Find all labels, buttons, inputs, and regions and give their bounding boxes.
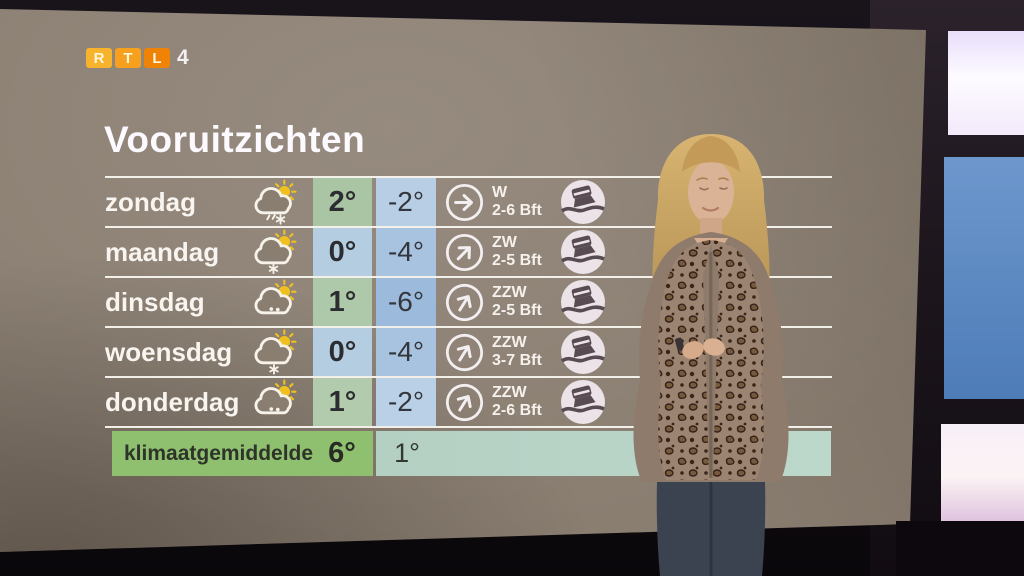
- day-label: dinsdag: [105, 286, 205, 317]
- min-temp: -2°: [376, 378, 436, 426]
- max-temp: 0°: [313, 228, 372, 276]
- wind-direction: ZZW: [492, 334, 527, 351]
- weather-presenter: [633, 134, 789, 576]
- studio-floor: [896, 521, 1024, 576]
- wind-force: 2-6 Bft: [492, 202, 542, 219]
- max-temp: 0°: [313, 328, 372, 376]
- forecast-table: zondag 2° -2° W 2-6 Bft maandag 0° -4: [105, 176, 832, 428]
- set-panel-blue: [944, 157, 1024, 399]
- set-panel-white-bottom: [941, 424, 1024, 521]
- day-label: donderdag: [105, 386, 240, 417]
- wind-direction: W: [492, 184, 508, 201]
- presenter-figure: [633, 134, 789, 576]
- table-row: maandag 0° -4° ZW 2-5 Bft: [105, 226, 832, 278]
- weather-icon-partly-cloudy: [245, 278, 303, 326]
- climate-average-min-temp: 1°: [394, 438, 420, 468]
- wind-force: 2-5 Bft: [492, 252, 542, 269]
- table-row: woensdag 0° -4° ZZW 3-7 Bft: [105, 326, 832, 378]
- page-title: Vooruitzichten: [104, 119, 366, 160]
- wind-direction-icon: [438, 226, 491, 278]
- min-temp: -2°: [376, 178, 436, 226]
- max-temp: 2°: [313, 178, 372, 226]
- table-row: zondag 2° -2° W 2-6 Bft: [105, 178, 832, 228]
- wind-direction-icon: [444, 182, 485, 223]
- min-temp: -4°: [376, 328, 436, 376]
- climate-average-max-temp: 6°: [328, 437, 356, 469]
- wind-direction: ZZW: [492, 284, 527, 301]
- set-panel-white-top: [948, 31, 1024, 135]
- wind-direction: ZW: [492, 234, 517, 251]
- day-label: woensdag: [105, 336, 233, 367]
- max-temp: 1°: [313, 278, 372, 326]
- wind-direction: ZZW: [492, 384, 527, 401]
- wind-force: 2-6 Bft: [492, 402, 542, 419]
- rtl-logo-letter: R: [86, 48, 112, 68]
- climate-average-label: klimaatgemiddelde: [124, 441, 314, 465]
- weather-icon-wintry-shower: [245, 178, 303, 226]
- weather-icon-snow-shower: [245, 328, 303, 376]
- table-row: dinsdag 1° -6° ZZW 2-5 Bft: [105, 276, 832, 328]
- day-label: zondag: [105, 186, 196, 217]
- rtl-logo-letter: T: [115, 48, 141, 68]
- wind-force: 2-5 Bft: [492, 302, 542, 319]
- rtl4-logo: R T L 4: [86, 46, 189, 70]
- wind-direction-icon: [439, 276, 490, 328]
- rtl-logo-letter: L: [144, 48, 170, 68]
- table-row: donderdag 1° -2° ZZW 2-6 Bft: [105, 376, 832, 428]
- wind-force: 3-7 Bft: [492, 352, 542, 369]
- weather-icon-snow-shower: [245, 228, 303, 276]
- wind-direction-icon: [439, 376, 490, 428]
- wind-direction-icon: [439, 326, 490, 378]
- rtl-logo-number: 4: [177, 46, 189, 69]
- min-temp: -4°: [376, 228, 436, 276]
- max-temp: 1°: [313, 378, 372, 426]
- day-label: maandag: [105, 236, 220, 267]
- min-temp: -6°: [376, 278, 436, 326]
- weather-icon-partly-cloudy: [245, 378, 303, 426]
